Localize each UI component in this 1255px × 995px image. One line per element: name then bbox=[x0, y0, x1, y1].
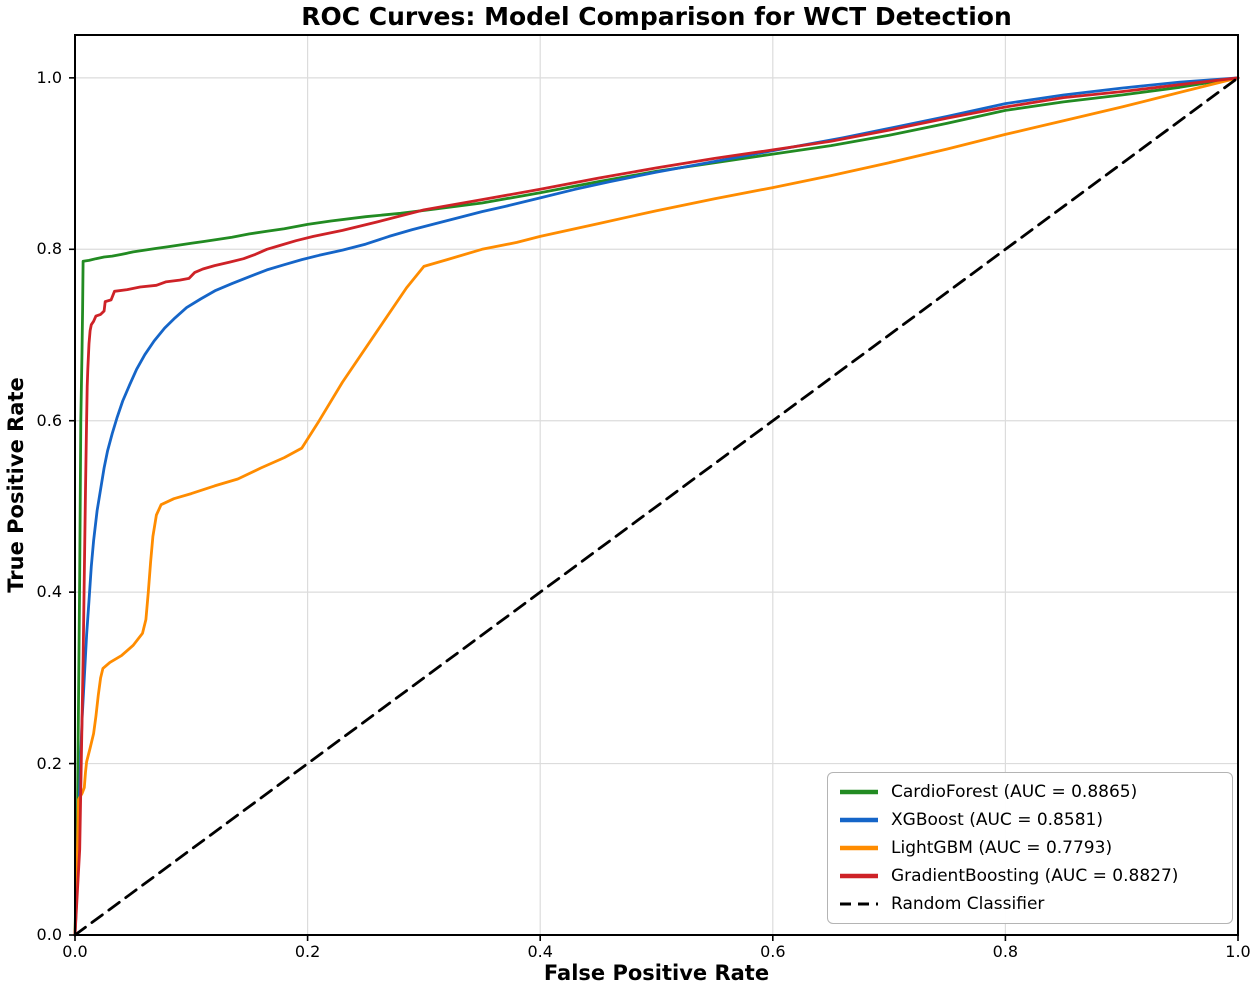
legend-label: Random Classifier bbox=[891, 894, 1045, 914]
x-axis-label: False Positive Rate bbox=[543, 961, 770, 985]
y-tick-label: 1.0 bbox=[36, 67, 62, 87]
legend-label: LightGBM (AUC = 0.7793) bbox=[891, 838, 1113, 858]
legend-line-swatch bbox=[840, 789, 878, 795]
legend-label: XGBoost (AUC = 0.8581) bbox=[891, 810, 1103, 830]
curve-random-classifier bbox=[73, 76, 1240, 937]
legend-line-swatch bbox=[840, 817, 878, 823]
legend-line-swatch bbox=[840, 845, 878, 851]
legend-line-swatch bbox=[840, 873, 878, 879]
x-tick-label: 0.8 bbox=[992, 942, 1019, 961]
legend-label: CardioForest (AUC = 0.8865) bbox=[891, 782, 1138, 802]
legend-item: CardioForest (AUC = 0.8865) bbox=[836, 782, 1224, 802]
y-tick-label: 0.8 bbox=[36, 239, 62, 259]
y-tick-label: 0.0 bbox=[36, 925, 62, 944]
curve-xgboost bbox=[73, 76, 1240, 937]
legend-item: XGBoost (AUC = 0.8581) bbox=[836, 810, 1224, 830]
curve-lightgbm bbox=[73, 76, 1240, 937]
legend: CardioForest (AUC = 0.8865) XGBoost (AUC … bbox=[827, 772, 1233, 924]
y-tick-label: 0.2 bbox=[36, 753, 62, 773]
y-tick-label: 0.6 bbox=[36, 410, 62, 430]
y-tick-label: 0.4 bbox=[36, 582, 62, 602]
chart-title: ROC Curves: Model Comparison for WCT Det… bbox=[301, 2, 1012, 31]
legend-line-swatch bbox=[840, 902, 878, 906]
x-tick-label: 0.4 bbox=[527, 942, 553, 961]
curve-cardioforest bbox=[73, 76, 1240, 937]
legend-item: GradientBoosting (AUC = 0.8827) bbox=[836, 866, 1224, 886]
x-tick-label: 0.0 bbox=[62, 942, 88, 961]
x-tick-label: 1.0 bbox=[1225, 942, 1251, 961]
legend-item: Random Classifier bbox=[836, 894, 1224, 914]
legend-label: GradientBoosting (AUC = 0.8827) bbox=[891, 866, 1179, 886]
legend-item: LightGBM (AUC = 0.7793) bbox=[836, 838, 1224, 858]
x-tick-label: 0.6 bbox=[760, 942, 786, 961]
curve-gradientboosting bbox=[73, 76, 1240, 937]
x-tick-label: 0.2 bbox=[294, 942, 321, 961]
plot-border bbox=[74, 34, 1239, 936]
